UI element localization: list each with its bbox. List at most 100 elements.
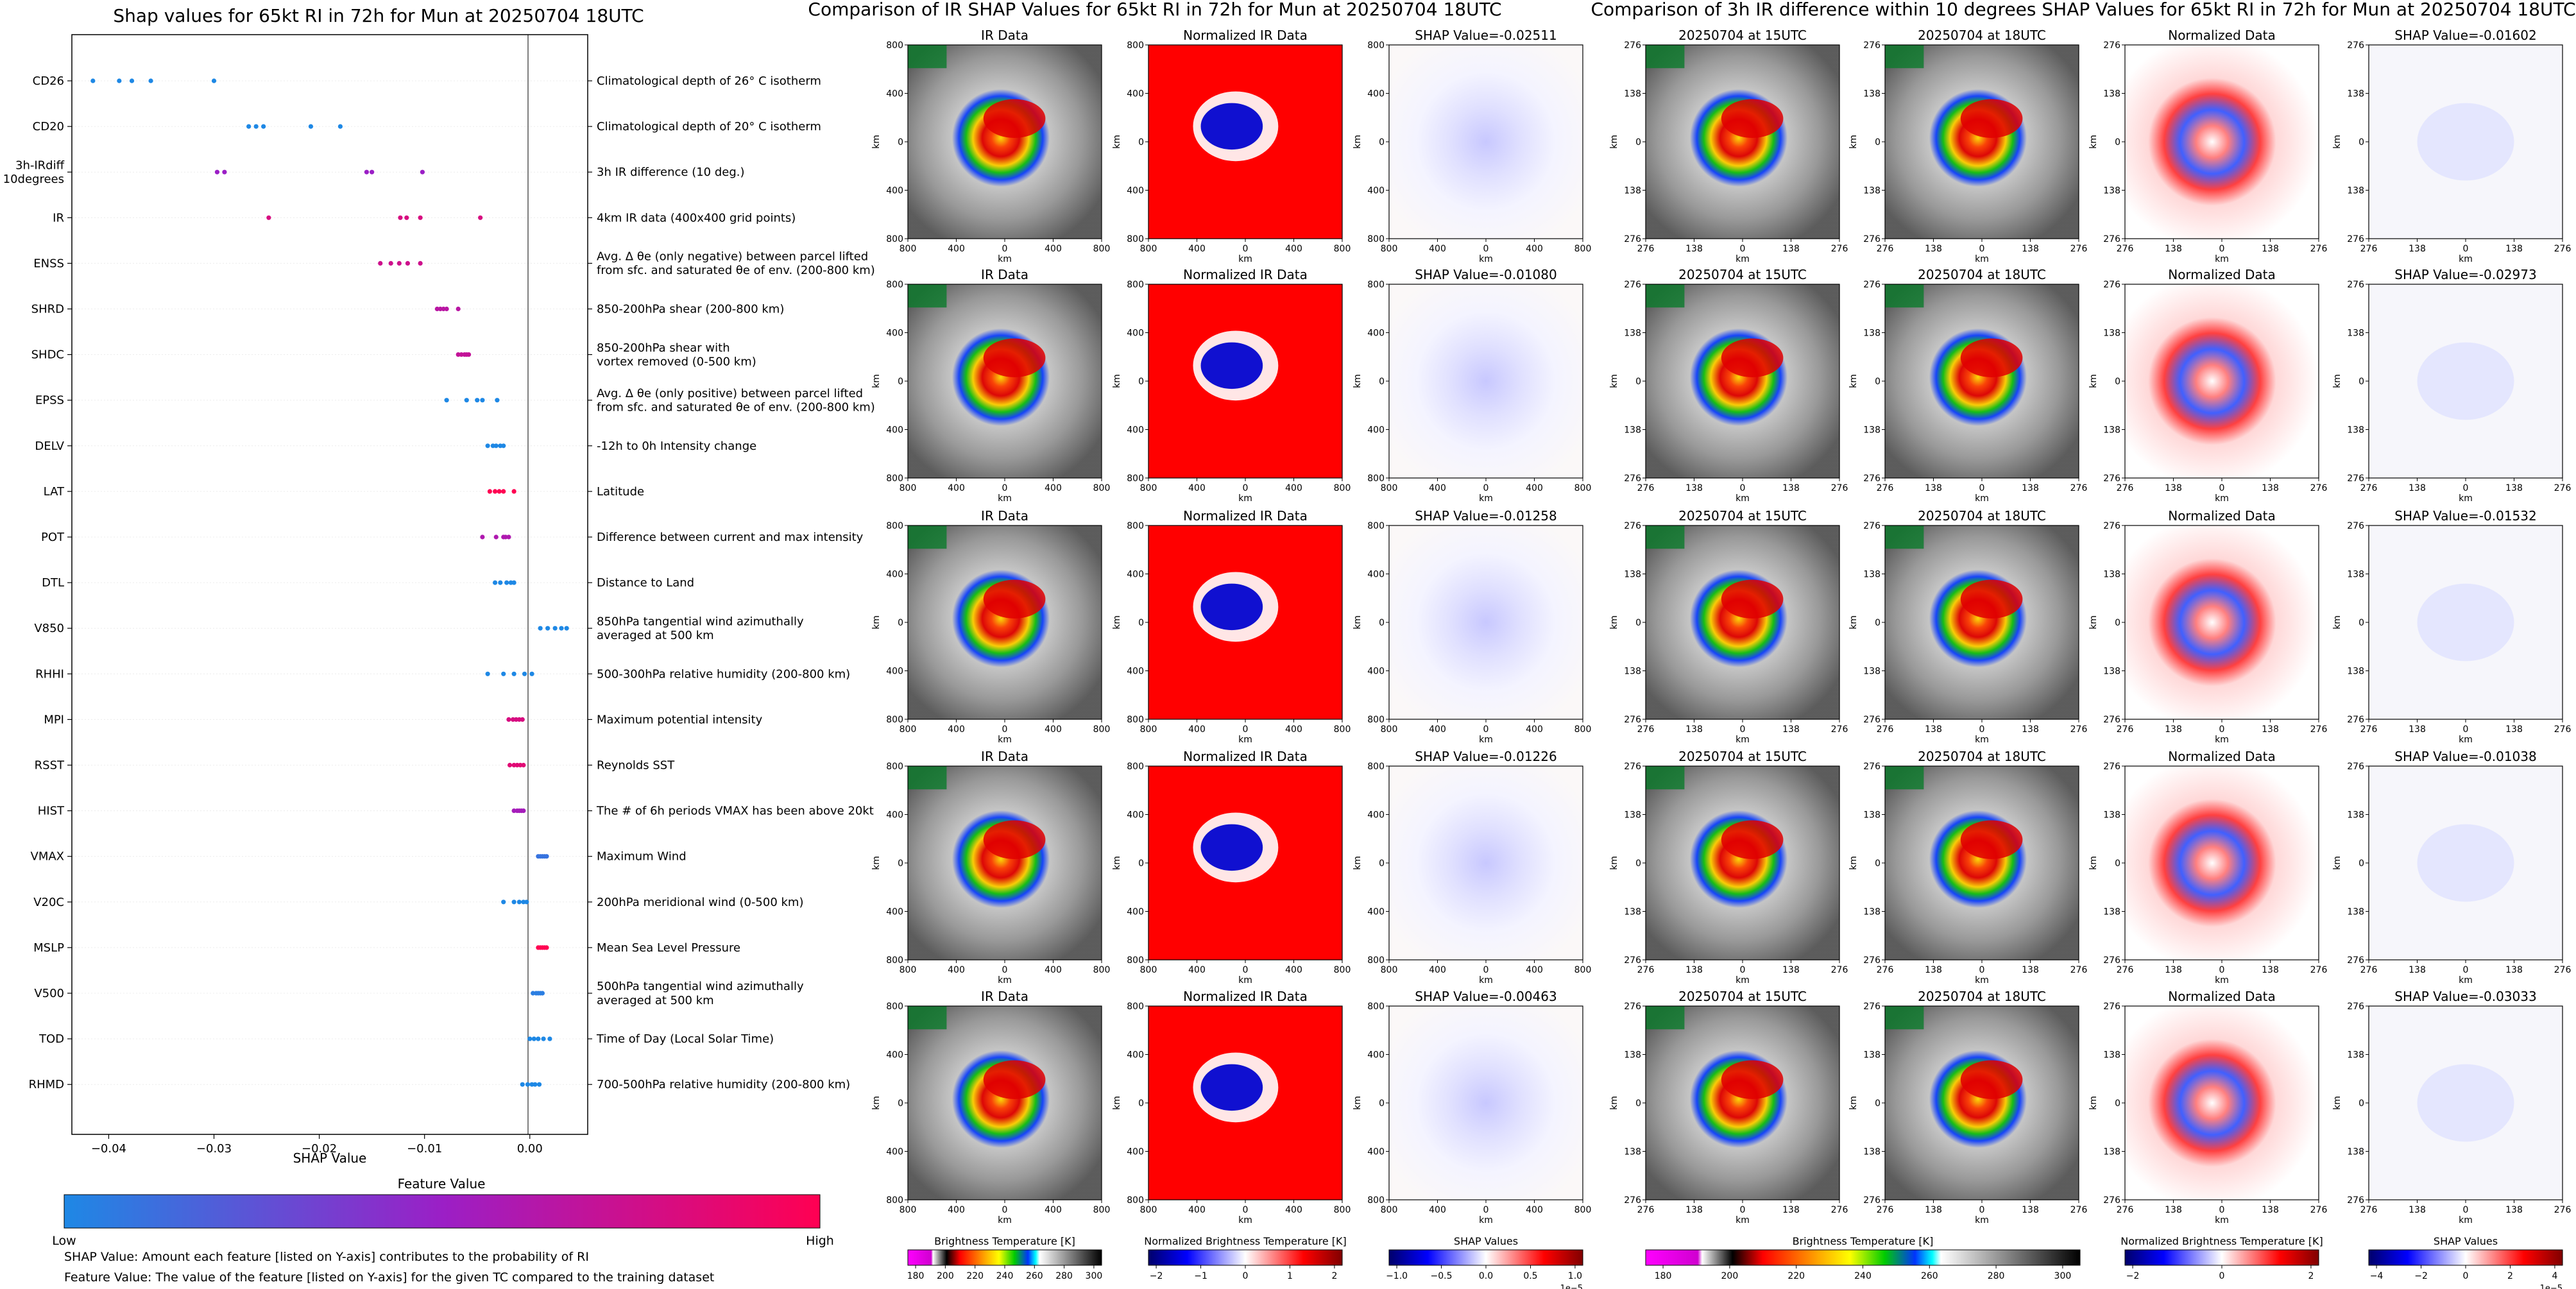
y-tick-label: 138 — [1863, 425, 1881, 436]
x-tick-label: 400 — [1429, 965, 1446, 975]
x-tick-label: 276 — [2070, 965, 2088, 975]
y-tick-label: 276 — [1863, 715, 1881, 725]
x-axis-label: km — [2215, 254, 2229, 264]
y-tick-label: 0 — [2358, 1098, 2364, 1109]
ir-storm — [908, 1006, 1102, 1200]
y-tick-label: 276 — [2347, 521, 2364, 531]
image-panel: Normalized Data2762761381380013813827627… — [2088, 749, 2327, 986]
panel-title: Normalized IR Data — [1183, 989, 1308, 1004]
ir-cloud-cluster — [1885, 766, 1924, 790]
shap-point — [501, 671, 506, 676]
y-tick-label: 276 — [1624, 955, 1641, 966]
x-tick-label: 0 — [1243, 1205, 1249, 1215]
panel-title: IR Data — [981, 989, 1028, 1004]
x-tick-label: 0 — [1483, 483, 1489, 493]
y-axis-label: km — [1112, 856, 1122, 870]
image-panel: SHAP Value=-0.03033276276138138001381382… — [2332, 989, 2571, 1225]
x-tick-label: 276 — [2117, 1205, 2134, 1215]
x-axis-label: km — [1238, 493, 1252, 504]
x-tick-label: 400 — [1429, 244, 1446, 254]
y-tick-label: 800 — [1367, 234, 1385, 244]
y-axis-label: km — [1112, 1096, 1122, 1110]
y-tick-label: 138 — [2103, 89, 2120, 99]
y-tick-label: 138 — [1624, 329, 1641, 339]
colorbar-label: Normalized Brightness Temperature [K] — [1144, 1235, 1347, 1247]
y-tick-label: 800 — [886, 521, 903, 531]
x-tick-label: 138 — [1925, 244, 1942, 254]
panel-title: Normalized Data — [2168, 749, 2276, 764]
ir-core — [1960, 1060, 2023, 1099]
x-tick-label: 276 — [2117, 483, 2134, 493]
y-tick-label: 800 — [1127, 280, 1144, 290]
y-tick-label: 138 — [1624, 186, 1641, 196]
x-tick-label: 138 — [1925, 965, 1942, 975]
y-tick-label: 400 — [1127, 907, 1144, 918]
colorbar-bar — [1388, 1249, 1583, 1266]
x-tick-label: 276 — [2070, 724, 2088, 735]
y-tick-label: 800 — [1127, 762, 1144, 772]
ir-cloud-cluster — [1646, 525, 1685, 549]
x-tick-label: 138 — [2262, 965, 2279, 975]
x-tick-label: 0 — [1002, 724, 1008, 735]
shap-point — [538, 626, 543, 631]
colorbar-bar — [907, 1249, 1102, 1266]
image-panel: Normalized Data2762761381380013813827627… — [2088, 508, 2327, 745]
feature-name-label: ENSS — [33, 257, 64, 270]
panel-title: Normalized Data — [2168, 267, 2276, 282]
shap-point — [501, 489, 506, 494]
shap-point — [544, 945, 549, 950]
y-tick-label: 276 — [1863, 40, 1881, 51]
y-tick-label: 400 — [1127, 810, 1144, 821]
shap-point — [266, 215, 271, 220]
panel-title: 20250704 at 18UTC — [1918, 749, 2046, 764]
shap-point — [475, 398, 480, 403]
x-tick-label: 0 — [1740, 965, 1746, 975]
y-tick-label: 0 — [898, 858, 903, 869]
panel-title: 20250704 at 18UTC — [1918, 28, 2046, 43]
y-tick-label: 276 — [1863, 234, 1881, 244]
x-axis-label: km — [1238, 975, 1252, 986]
y-tick-label: 138 — [2103, 1050, 2120, 1061]
y-tick-label: 276 — [2347, 234, 2364, 244]
x-tick-label: −0.03 — [196, 1142, 232, 1156]
x-tick-label: 400 — [1045, 1205, 1062, 1215]
y-tick-label: 400 — [886, 1147, 903, 1157]
diff-map — [2125, 45, 2319, 239]
y-tick-label: 138 — [2103, 667, 2120, 677]
norm-core — [1200, 1064, 1263, 1111]
colorbar-tick-label: 1 — [1287, 1271, 1293, 1281]
x-axis-label: km — [2459, 493, 2473, 504]
shap-point — [493, 443, 499, 448]
x-tick-label: 276 — [1831, 483, 1848, 493]
x-tick-label: 138 — [2165, 244, 2182, 254]
y-axis-label: km — [871, 374, 882, 388]
shap-point — [117, 78, 122, 83]
x-tick-label: 400 — [1045, 724, 1062, 735]
feature-name-label: MSLP — [33, 941, 64, 955]
y-tick-label: 276 — [1624, 280, 1641, 290]
x-tick-label: 276 — [2554, 483, 2572, 493]
x-tick-label: 0 — [2219, 1205, 2225, 1215]
colorbar-tick-label: 4 — [2552, 1271, 2557, 1281]
image-panel: SHAP Value=-0.01258800800400400004004008… — [1352, 508, 1591, 745]
shap-point — [480, 398, 485, 403]
x-axis-label: km — [998, 975, 1012, 986]
y-tick-label: 800 — [1127, 955, 1144, 966]
ir-cloud-cluster — [1646, 45, 1685, 69]
y-tick-label: 276 — [2103, 762, 2120, 772]
y-tick-label: 0 — [1875, 377, 1881, 387]
colorbar-tick-label: 260 — [1921, 1271, 1938, 1281]
y-tick-label: 138 — [1863, 667, 1881, 677]
x-tick-label: 400 — [1045, 965, 1062, 975]
y-tick-label: 400 — [886, 907, 903, 918]
panel-title: SHAP Value=-0.01532 — [2394, 508, 2536, 524]
shap-map — [1389, 1006, 1583, 1200]
image-panel: SHAP Value=-0.01038276276138138001381382… — [2332, 749, 2571, 986]
y-tick-label: 800 — [886, 1195, 903, 1206]
y-axis-label: km — [1609, 615, 1619, 629]
y-tick-label: 0 — [2358, 858, 2364, 869]
y-tick-label: 800 — [1127, 1002, 1144, 1012]
ir-storm — [908, 284, 1102, 478]
left-axes-frame — [71, 34, 588, 1135]
y-tick-label: 0 — [1138, 618, 1144, 628]
